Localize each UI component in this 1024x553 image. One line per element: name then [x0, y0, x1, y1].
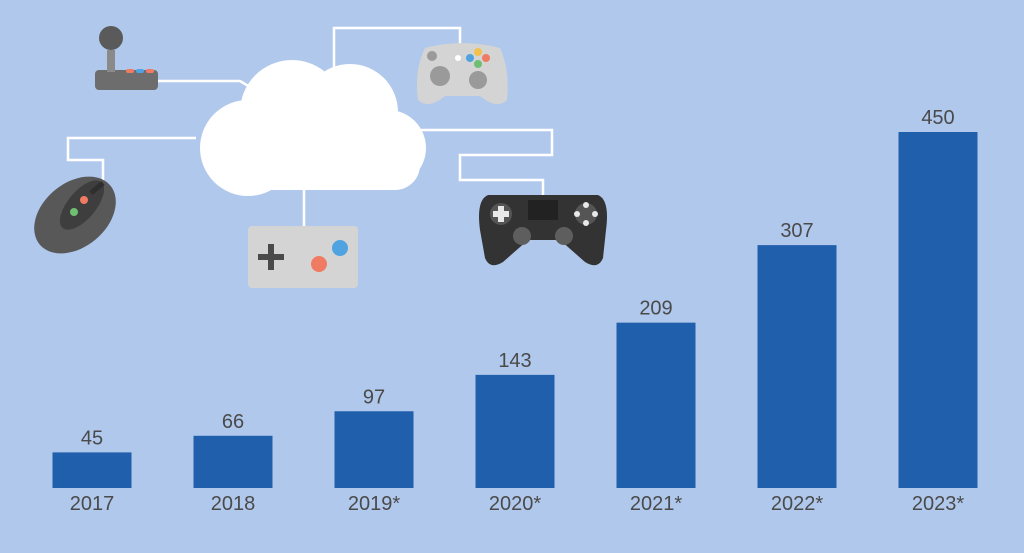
- x-tick-label: 2018: [211, 493, 256, 515]
- x-tick-label: 2023*: [912, 493, 964, 515]
- x-tick-label: 2019*: [348, 493, 400, 515]
- gamepad-white-icon: [416, 43, 508, 105]
- bar-2019: [334, 411, 414, 488]
- cloud-icon: [200, 60, 426, 196]
- x-tick-label: 2021*: [630, 493, 682, 515]
- value-label: 143: [498, 350, 531, 372]
- gaming-mouse-icon: [34, 176, 116, 254]
- x-tick-label: 2020*: [489, 493, 541, 515]
- bar-2020: [475, 374, 555, 488]
- bar-2018: [193, 435, 273, 488]
- bar-2022: [757, 245, 837, 488]
- bar-2021: [616, 322, 696, 488]
- value-labels: 45 66 97 143 209 307 450: [81, 107, 955, 449]
- gamepad-dark-icon: [479, 195, 607, 266]
- value-label: 45: [81, 427, 103, 449]
- retro-controller-icon: [248, 226, 358, 288]
- bar-series: [52, 132, 978, 488]
- bar-2017: [52, 452, 132, 488]
- arcade-joystick-icon: [95, 26, 158, 90]
- value-label: 450: [921, 107, 954, 129]
- x-tick-label: 2022*: [771, 493, 823, 515]
- x-tick-label: 2017: [70, 493, 115, 515]
- value-label: 209: [639, 298, 672, 320]
- value-label: 66: [222, 411, 244, 433]
- bar-2023: [898, 132, 978, 488]
- x-axis-ticks: 2017 2018 2019* 2020* 2021* 2022* 2023*: [70, 493, 965, 515]
- value-label: 97: [363, 386, 385, 408]
- value-label: 307: [780, 220, 813, 242]
